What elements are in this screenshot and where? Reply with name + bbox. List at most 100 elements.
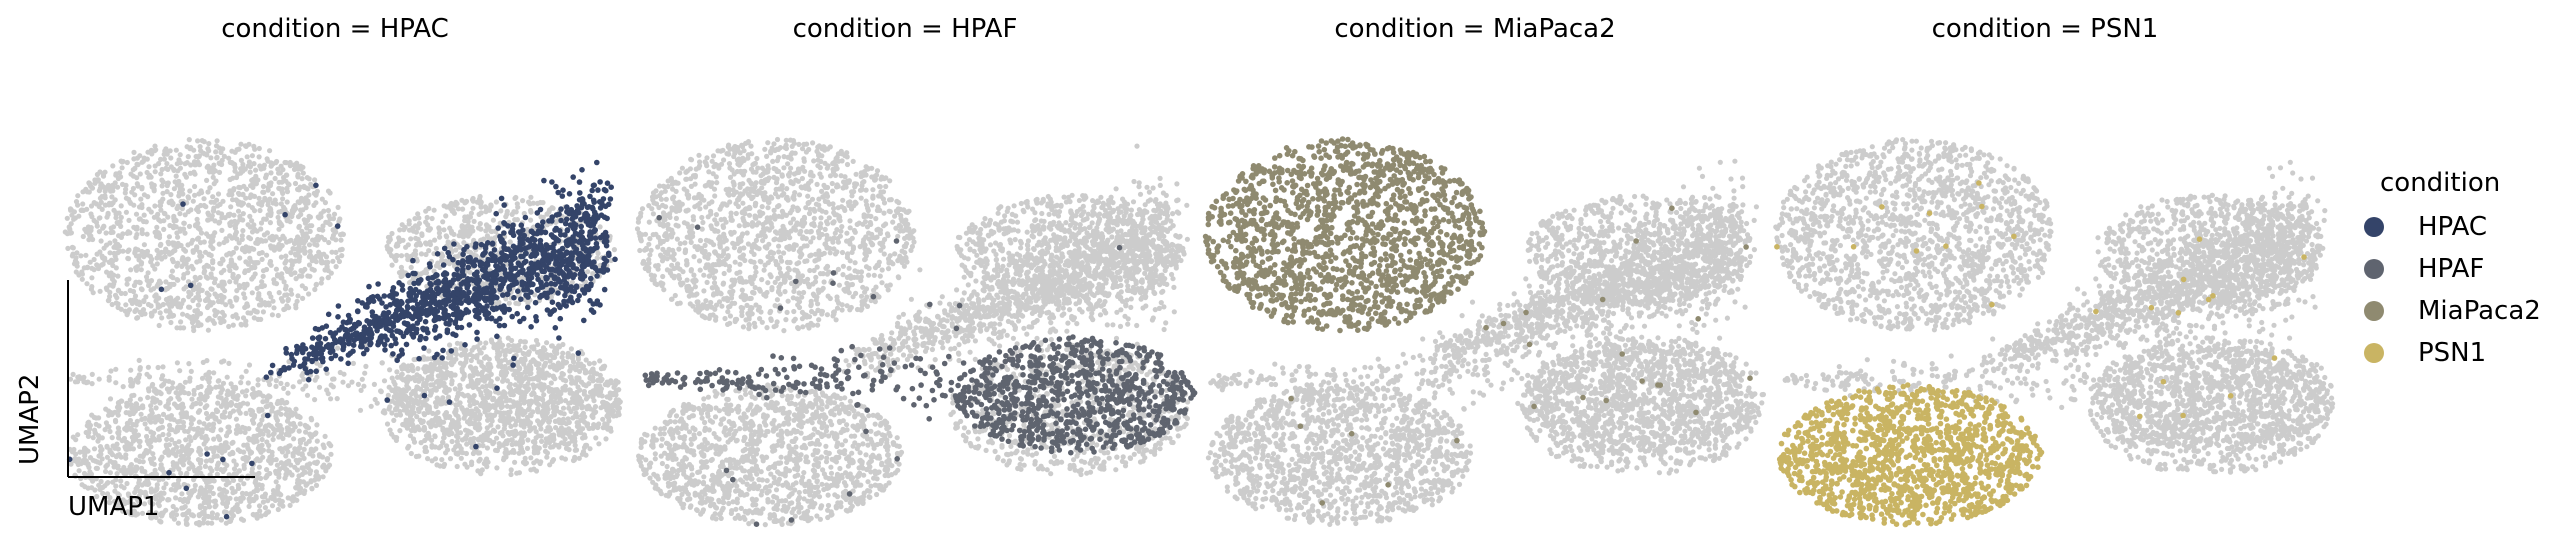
cell-point <box>74 269 79 274</box>
cell-point <box>116 446 121 451</box>
cell-point <box>312 460 317 465</box>
cell-point <box>492 235 497 240</box>
cell-point <box>494 400 499 405</box>
cell-point <box>238 380 243 385</box>
cell-point <box>512 217 517 222</box>
cell-point <box>198 392 203 397</box>
cell-point <box>229 252 234 257</box>
cell-point <box>212 218 217 223</box>
cell-point <box>194 401 199 406</box>
cell-point <box>164 448 169 453</box>
cell-point <box>600 417 605 422</box>
cell-point <box>329 271 334 276</box>
cell-point <box>138 216 143 221</box>
cell-point <box>175 261 180 266</box>
cell-point <box>413 236 418 241</box>
cell-point <box>116 425 121 430</box>
cell-point <box>225 375 230 380</box>
cell-point <box>442 412 447 417</box>
cell-point <box>279 460 284 465</box>
cell-point <box>159 462 164 467</box>
cell-point <box>551 363 556 368</box>
cell-point <box>133 249 138 254</box>
cell-point <box>97 169 102 174</box>
cell-point <box>133 293 138 298</box>
cell-point <box>338 232 343 237</box>
cell-point <box>228 519 233 524</box>
cell-point <box>261 184 266 189</box>
cell-point <box>284 400 289 405</box>
cell-point <box>484 355 489 360</box>
cell-point <box>134 227 139 232</box>
cell-point <box>234 417 239 422</box>
cell-point <box>603 436 608 441</box>
cell-point <box>237 192 242 197</box>
cell-point <box>75 193 80 198</box>
cell-point <box>146 270 151 275</box>
cell-point <box>326 208 331 213</box>
cell-point <box>173 452 178 457</box>
cell-point <box>195 313 200 318</box>
cell-point <box>232 169 237 174</box>
cell-point <box>307 461 312 466</box>
cell-point <box>591 408 596 413</box>
cell-point <box>85 449 90 454</box>
cell-point <box>308 479 313 484</box>
cell-point <box>498 208 503 213</box>
cell-point <box>248 170 253 175</box>
cell-point <box>224 252 229 257</box>
cell-point <box>534 429 539 434</box>
cell-point <box>80 482 85 487</box>
cell-point <box>194 259 199 264</box>
cell-point <box>515 205 520 210</box>
cell-point <box>264 253 269 258</box>
cell-point <box>550 444 555 449</box>
cell-point <box>171 225 176 230</box>
cell-point <box>450 439 455 444</box>
cell-point <box>112 460 117 465</box>
cell-point <box>135 184 140 189</box>
cell-point <box>107 260 112 265</box>
cell-point <box>181 286 186 291</box>
cell-point <box>130 381 135 386</box>
cell-point <box>460 225 465 230</box>
cell-point <box>234 230 239 235</box>
cell-point <box>508 472 513 477</box>
cell-point <box>191 199 196 204</box>
cell-point <box>142 451 147 456</box>
cell-point <box>214 294 219 299</box>
cell-point <box>192 184 197 189</box>
cell-point <box>308 432 313 437</box>
cell-point <box>455 201 460 206</box>
cell-point <box>308 215 313 220</box>
cell-point <box>418 242 423 247</box>
cell-point <box>245 401 250 406</box>
cell-point <box>229 510 234 515</box>
cell-point <box>453 357 458 362</box>
cell-point <box>97 377 102 382</box>
cell-point <box>222 288 227 293</box>
cell-point <box>456 417 461 422</box>
cell-point <box>590 413 595 418</box>
cell-point <box>419 440 424 445</box>
cell-point <box>293 424 298 429</box>
cell-point <box>236 209 241 214</box>
cell-point <box>149 460 154 465</box>
cell-point <box>98 452 103 457</box>
cell-point <box>256 377 261 382</box>
cell-point <box>388 428 393 433</box>
cell-point <box>189 397 194 402</box>
cell-point <box>491 218 496 223</box>
cell-point <box>295 234 300 239</box>
cell-point <box>188 426 193 431</box>
cell-point <box>236 274 241 279</box>
cell-point <box>508 382 513 387</box>
cell-point <box>176 467 181 472</box>
cell-point <box>165 497 170 502</box>
cell-point <box>583 453 588 458</box>
cell-point <box>152 183 157 188</box>
cell-point <box>80 189 85 194</box>
cell-point <box>149 303 154 308</box>
cell-point <box>280 504 285 509</box>
cell-point <box>449 201 454 206</box>
